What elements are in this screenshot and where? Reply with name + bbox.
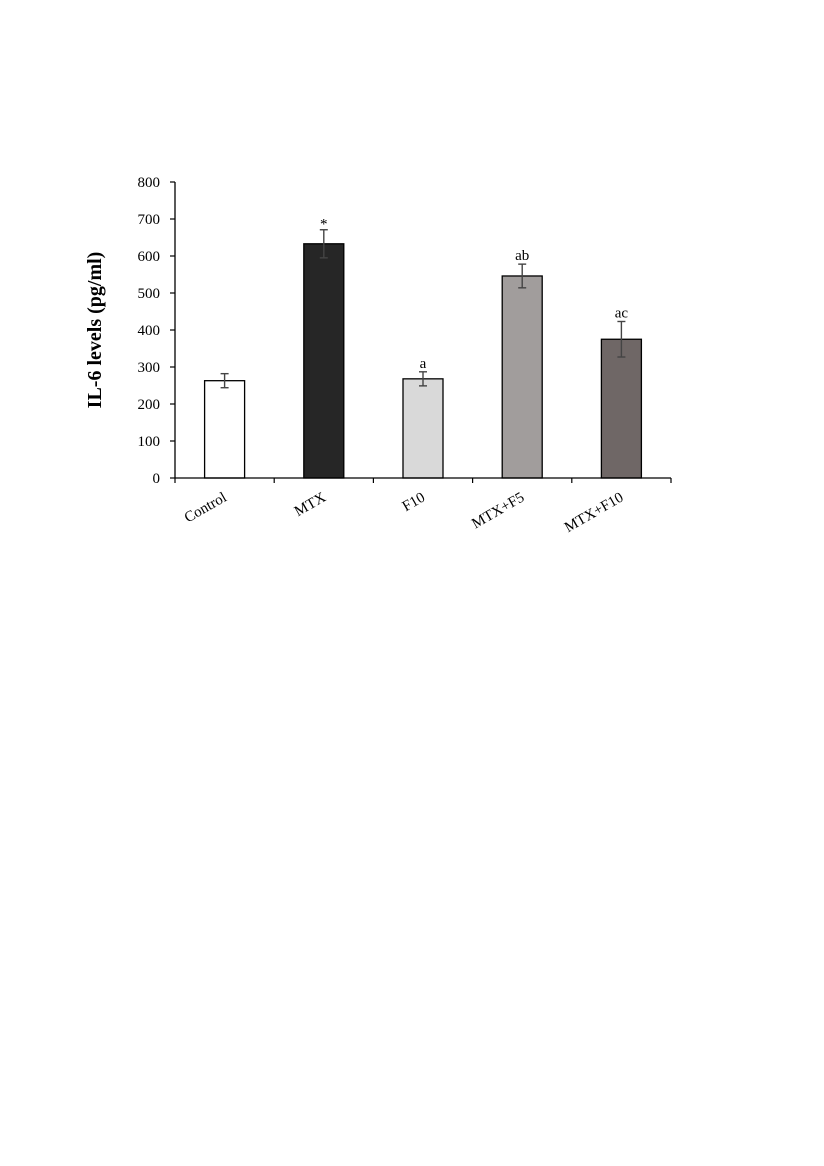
y-tick-label: 200 (138, 397, 161, 413)
bar (303, 243, 345, 479)
y-tick-label: 400 (138, 323, 161, 339)
y-tick-label: 300 (138, 360, 161, 376)
x-axis-labels: Control MTX F10 MTX+F5 MTX+F10 (174, 478, 672, 536)
bar (203, 380, 246, 479)
y-axis-ticks: 0 100 200 300 400 500 600 700 800 (138, 175, 175, 487)
significance-labels: * a ab ac (320, 217, 628, 372)
y-tick-label: 800 (138, 175, 161, 191)
significance-label: * (320, 217, 328, 233)
category-label: F10 (400, 490, 428, 516)
y-tick-label: 600 (138, 249, 161, 265)
category-label: Control (182, 490, 230, 527)
significance-label: ac (615, 305, 629, 321)
bars (203, 243, 643, 479)
y-tick-label: 700 (138, 212, 161, 228)
error-bars (220, 229, 626, 389)
y-tick-label: 0 (153, 471, 161, 487)
bar (501, 275, 543, 479)
y-tick-label: 500 (138, 286, 161, 302)
y-tick-label: 100 (138, 434, 161, 450)
category-label: MTX (292, 490, 329, 521)
significance-label: ab (515, 248, 529, 264)
category-label: MTX+F10 (562, 490, 626, 536)
category-label: MTX+F5 (469, 490, 527, 533)
bar (600, 338, 643, 479)
bar (402, 378, 444, 479)
significance-label: a (420, 356, 427, 372)
y-axis-title: IL-6 levels (pg/ml) (84, 252, 106, 409)
